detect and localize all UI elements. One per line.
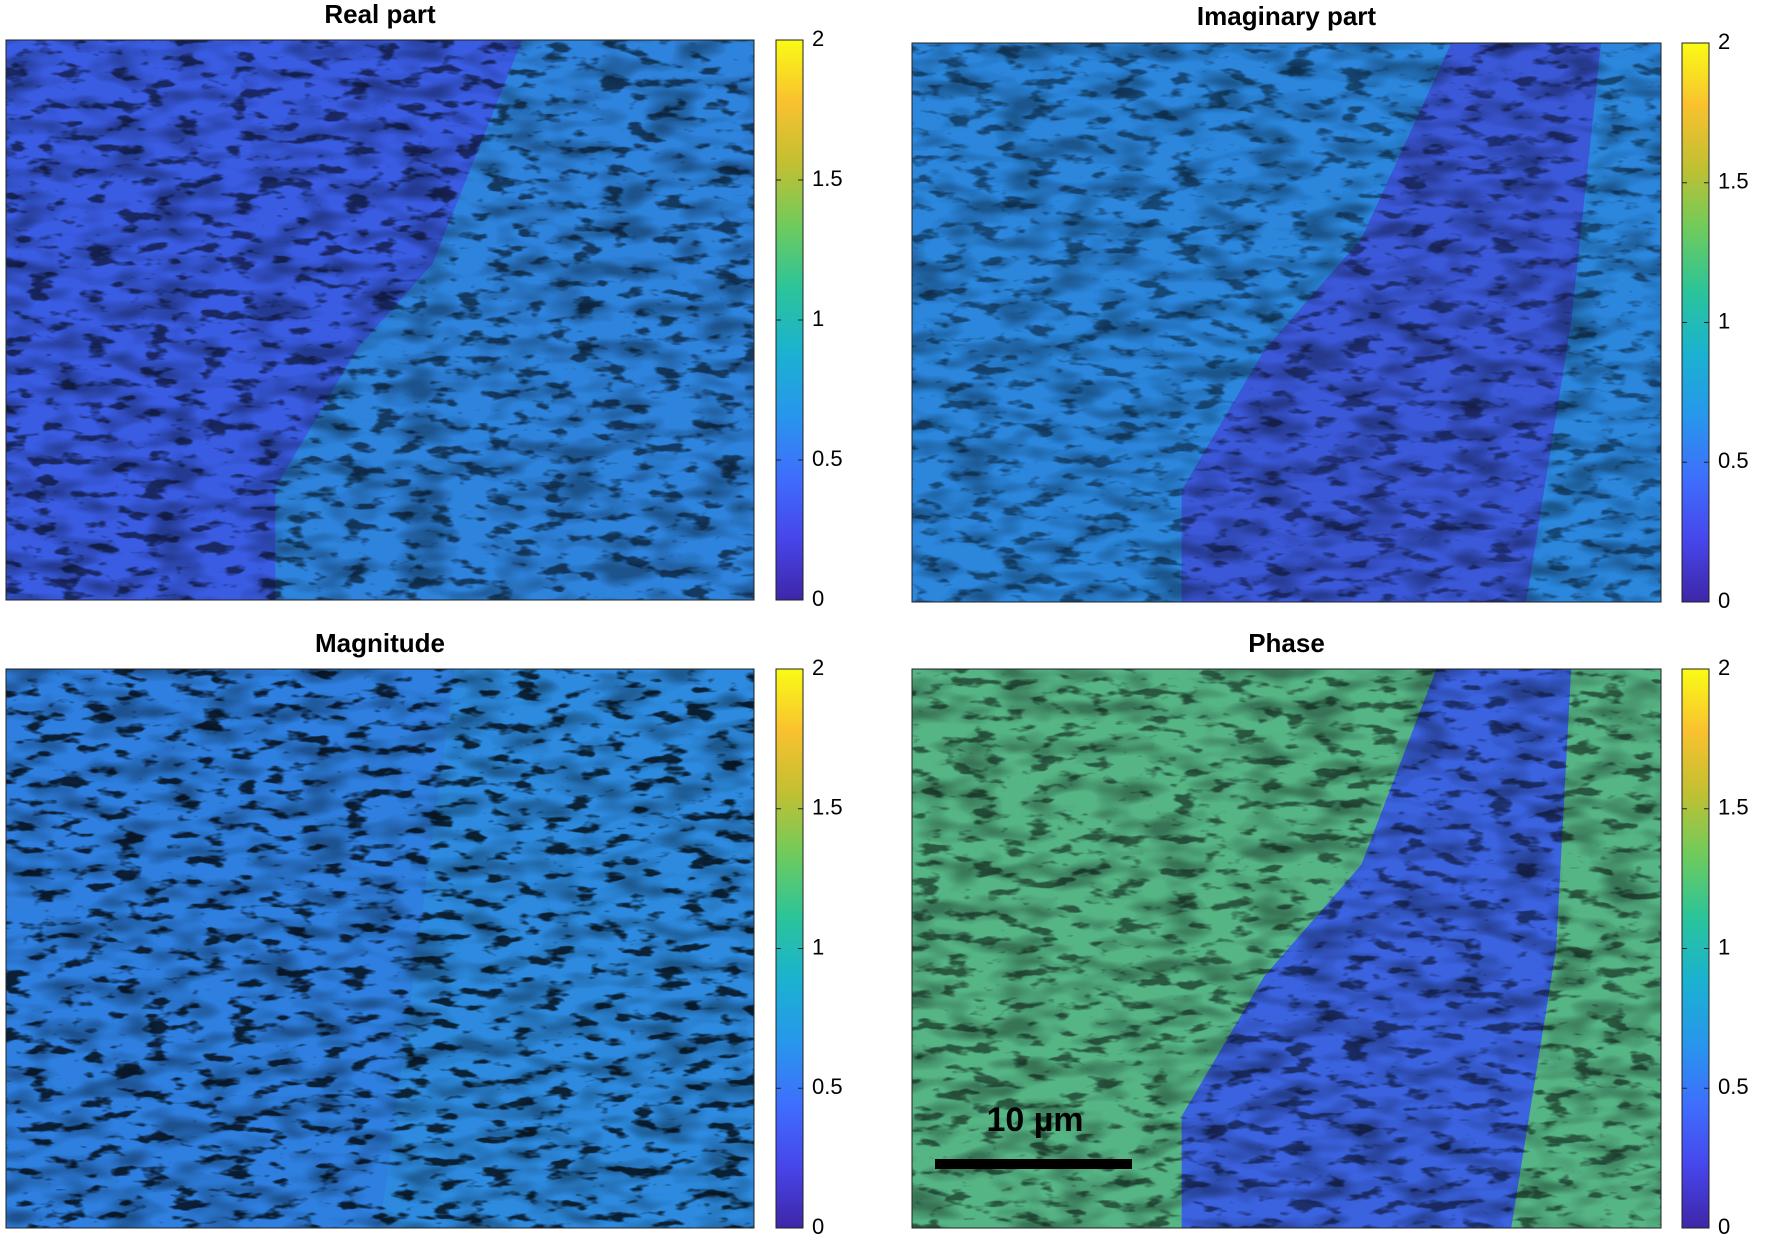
colorbar-tick-label: 0 bbox=[812, 586, 824, 611]
colorbar-tick-label: 0.5 bbox=[812, 446, 843, 471]
image-map bbox=[6, 40, 754, 600]
colorbar-tick-label: 0 bbox=[1718, 588, 1730, 613]
colorbar-tick-label: 1 bbox=[812, 934, 824, 959]
colorbar-tick-label: 1.5 bbox=[812, 166, 843, 191]
colorbar-tick-label: 2 bbox=[812, 655, 824, 680]
image-frame bbox=[5, 668, 755, 1229]
panel-title: Imaginary part bbox=[1197, 1, 1377, 31]
colorbar-tick-label: 1 bbox=[1718, 308, 1730, 333]
colorbar-tick-label: 1.5 bbox=[812, 795, 843, 820]
colorbar-tick-label: 0 bbox=[1718, 1214, 1730, 1239]
colorbar-tick-label: 0.5 bbox=[812, 1074, 843, 1099]
scale-bar-label: 10 µm bbox=[986, 1101, 1083, 1139]
image-texture bbox=[912, 43, 1661, 602]
panel: Magnitude 0 0.5 1 1.5 2 bbox=[5, 628, 843, 1239]
colorbar-tick-label: 2 bbox=[1718, 655, 1730, 680]
image-frame bbox=[5, 39, 755, 601]
panel: Real part 0 0.5 1 1.5 2 bbox=[5, 0, 843, 611]
colorbar-tick-label: 1.5 bbox=[1718, 169, 1749, 194]
colorbar-tick-label: 1 bbox=[1718, 934, 1730, 959]
panel: Phase 0 0.5 1 1.5 2 bbox=[911, 628, 1749, 1239]
image-texture bbox=[6, 669, 754, 1228]
scale-bar bbox=[935, 1159, 1132, 1169]
image-texture bbox=[6, 40, 754, 600]
colorbar-tick-label: 0.5 bbox=[1718, 1074, 1749, 1099]
colorbar-tick-label: 0 bbox=[812, 1214, 824, 1239]
image-frame bbox=[911, 668, 1662, 1229]
image-map bbox=[912, 43, 1661, 602]
image-map bbox=[6, 669, 754, 1228]
colorbar-tick-label: 2 bbox=[812, 26, 824, 51]
colorbar-tick-label: 0.5 bbox=[1718, 448, 1749, 473]
colorbar-tick-label: 1.5 bbox=[1718, 795, 1749, 820]
panel-title: Real part bbox=[324, 0, 436, 29]
image-frame bbox=[911, 42, 1662, 603]
colorbar-tick-label: 1 bbox=[812, 306, 824, 331]
panel-title: Magnitude bbox=[315, 628, 445, 658]
colorbar-tick-label: 2 bbox=[1718, 29, 1730, 54]
panel-title: Phase bbox=[1248, 628, 1325, 658]
image-map bbox=[912, 669, 1661, 1228]
panel: Imaginary part 0 0.5 1 1.5 2 bbox=[911, 1, 1749, 613]
image-texture bbox=[912, 669, 1661, 1228]
